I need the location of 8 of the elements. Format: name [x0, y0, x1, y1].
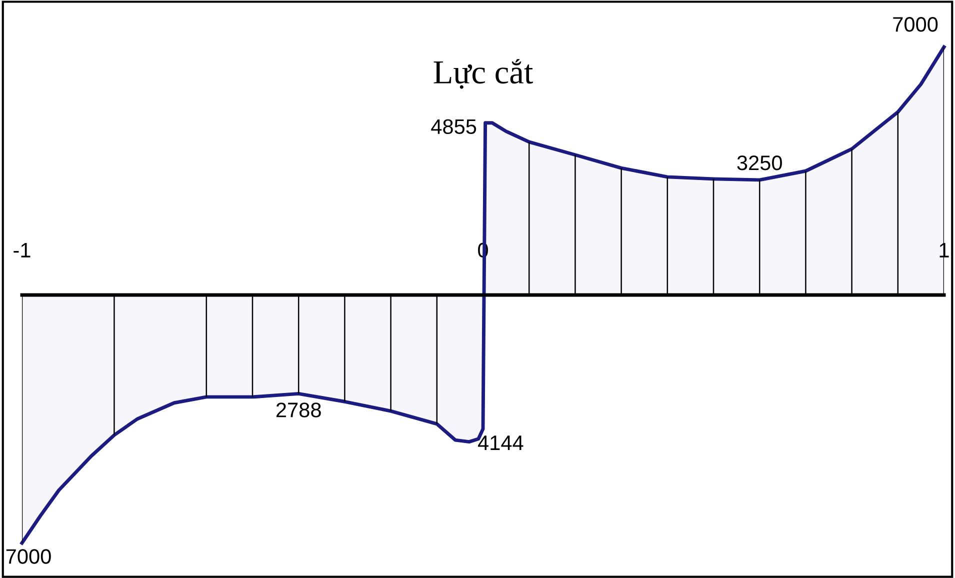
annotation: 7000: [893, 17, 938, 32]
annotation: 2788: [276, 402, 321, 418]
x-tick-label: -1: [14, 243, 30, 258]
annotation: 4144: [478, 436, 524, 450]
chart-title: Lực cắt: [434, 59, 534, 89]
annotation: 4855: [431, 119, 476, 134]
annotation: 7000: [6, 549, 51, 564]
annotation: 3250: [737, 156, 782, 170]
